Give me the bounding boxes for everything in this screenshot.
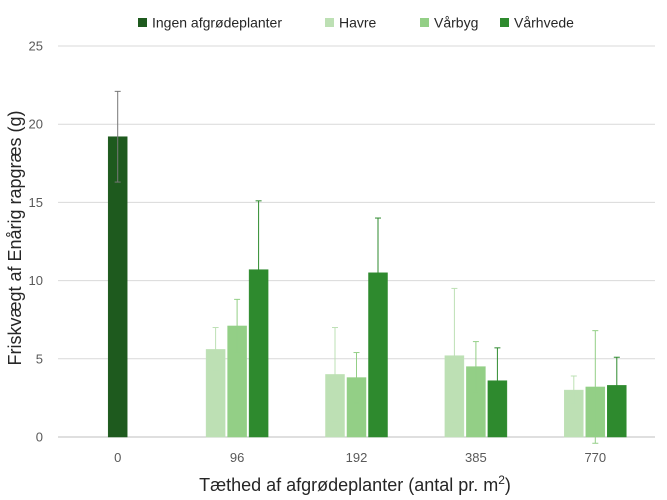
legend-swatch [138,18,147,27]
x-axis-title: Tæthed af afgrødeplanter (antal pr. m2) [199,473,511,495]
error-bar [114,90,121,183]
gridlines [58,45,655,438]
x-tick-label: 192 [346,450,368,465]
y-tick-label: 0 [36,430,43,445]
legend-label: Havre [339,15,377,31]
error-bars [114,90,620,444]
legend-swatch [420,18,429,27]
y-axis-title: Friskvægt af Enårig rapgræs (g) [5,110,25,365]
error-bar [353,352,360,404]
legend: Ingen afgrødeplanter Havre Vårbyg Vårhvede [138,15,574,31]
x-tick-label: 96 [230,450,244,465]
error-bar [570,375,577,405]
y-tick-label: 10 [29,273,43,288]
legend-label: Ingen afgrødeplanter [152,15,282,31]
y-tick-label: 15 [29,195,43,210]
x-axis-title-superscript: 2 [498,473,505,487]
x-tick-labels: 0 96 192 385 770 [114,450,606,465]
error-bar [255,200,262,339]
error-bar [212,327,219,372]
error-bar [472,341,479,393]
x-axis-title-main: Tæthed af afgrødeplanter (antal pr. m [199,475,498,495]
bars [107,136,627,438]
y-tick-label: 25 [29,39,43,54]
error-bar [613,356,620,415]
x-tick-label: 770 [584,450,606,465]
error-bar [332,327,338,422]
y-tick-label: 20 [29,117,43,132]
error-bar [234,298,241,354]
legend-label: Vårbyg [434,15,478,31]
error-bar [494,347,501,415]
x-tick-label: 0 [114,450,121,465]
x-axis-title-suffix: ) [505,475,511,495]
y-tick-labels: 0 5 10 15 20 25 [29,39,43,445]
error-bar [451,287,458,424]
y-tick-label: 5 [36,351,43,366]
legend-swatch [500,18,509,27]
legend-swatch [325,18,334,27]
x-tick-label: 385 [465,450,487,465]
error-bar [375,217,381,329]
legend-label: Vårhvede [514,15,574,31]
error-bar [592,330,599,444]
